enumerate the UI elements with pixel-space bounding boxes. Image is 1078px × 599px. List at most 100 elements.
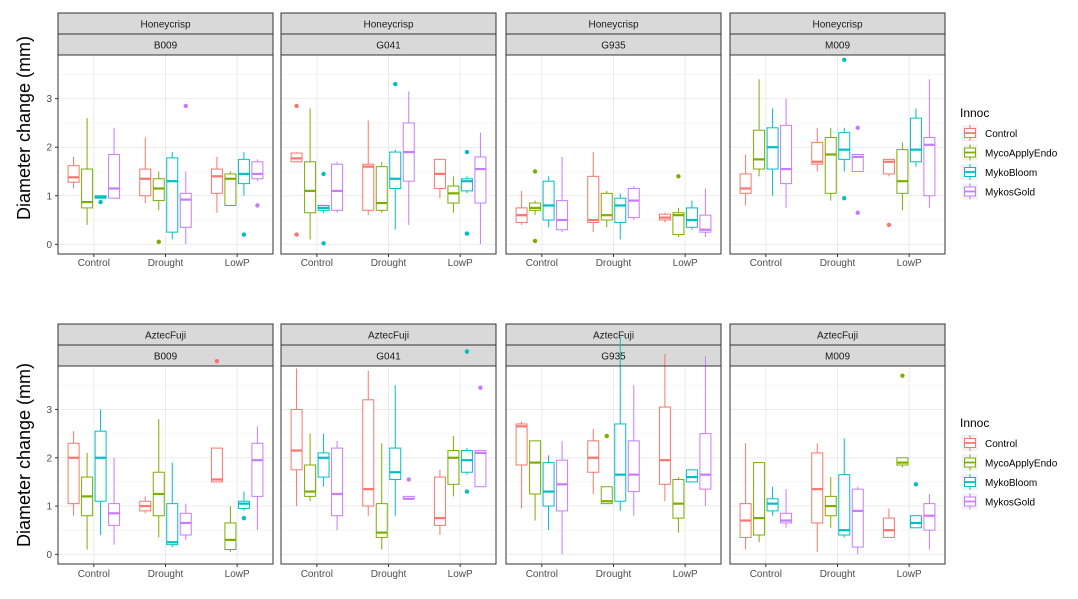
facet-strip-top-label: AztecFuji — [817, 331, 858, 342]
facet-strip-top-label: Honeycrisp — [812, 20, 862, 31]
box-lowp-mycoapplyendo — [224, 171, 237, 206]
panel-aztecfuji-m009: AztecFuji M009 Control Drought LowP — [729, 323, 946, 580]
facet-strip-bottom-label: B009 — [154, 352, 178, 363]
box-drought-mycoapplyendo — [152, 171, 165, 245]
x-tick-label: LowP — [225, 569, 250, 580]
box-iqr — [331, 163, 344, 211]
y-tick-label: 2 — [46, 453, 52, 464]
box-iqr — [627, 187, 640, 219]
box-drought-mykobloom — [166, 462, 179, 548]
x-tick-label: Drought — [371, 258, 407, 269]
box-iqr — [237, 158, 250, 185]
x-tick-label: Control — [78, 569, 110, 580]
panel-aztecfuji-g935: AztecFuji G935 Control Drought LowP — [505, 323, 722, 580]
box-drought-mycoapplyendo — [152, 419, 165, 538]
box-lowp-mykosgold — [474, 385, 487, 488]
box-drought-mykosgold — [179, 503, 192, 540]
x-tick-label: LowP — [897, 569, 922, 580]
box-control-mycoapplyendo — [81, 452, 94, 550]
facet-strip-bottom-label: B009 — [154, 41, 178, 52]
box-iqr — [896, 149, 909, 194]
box-iqr — [67, 165, 80, 183]
box-lowp-mykosgold — [699, 188, 712, 238]
box-control-mykobloom — [317, 171, 330, 246]
x-tick-label: LowP — [897, 258, 922, 269]
box-iqr — [685, 469, 698, 483]
x-tick-label: Control — [301, 258, 333, 269]
box-iqr — [362, 163, 375, 211]
box-control-mykobloom — [317, 433, 330, 487]
outlier-point — [604, 433, 609, 439]
box-iqr — [766, 498, 779, 512]
box-drought-mykosgold — [851, 125, 864, 215]
y-tick-label: 1 — [46, 502, 52, 513]
box-lowp-mycoapplyendo — [896, 373, 909, 468]
legend-item-mykosgold: MykosGold — [962, 183, 1035, 200]
box-control-mycoapplyendo — [529, 440, 542, 521]
outlier-point — [321, 171, 326, 177]
box-iqr — [362, 399, 375, 507]
outlier-point — [886, 222, 892, 228]
box-iqr — [699, 433, 712, 490]
box-iqr — [224, 173, 237, 206]
y-tick-label: 1 — [46, 191, 52, 202]
box-drought-mykobloom — [614, 193, 627, 240]
facet-strip-bottom-label: G041 — [376, 41, 401, 52]
legend: Innoc Control MycoApplyEndo MykoBloom MykosG… — [960, 416, 1058, 510]
box-iqr — [780, 124, 793, 185]
outlier-point — [98, 199, 103, 205]
box-drought-control — [587, 428, 600, 494]
outlier-point — [464, 489, 470, 494]
legend-item-label: MykoBloom — [985, 168, 1037, 179]
box-iqr — [587, 440, 600, 473]
box-drought-mykosgold — [179, 103, 192, 245]
outlier-point — [294, 103, 299, 109]
box-iqr — [460, 178, 473, 192]
box-lowp-mykosgold — [923, 79, 936, 208]
box-lowp-mycoapplyendo — [447, 436, 460, 497]
box-iqr — [753, 462, 766, 536]
box-control-mycoapplyendo — [753, 79, 766, 177]
box-iqr — [304, 161, 317, 214]
x-tick-label: Drought — [596, 569, 632, 580]
box-control-mykobloom — [94, 409, 107, 536]
box-lowp-mycoapplyendo — [672, 477, 685, 533]
outlier-point — [855, 210, 860, 215]
box-control-control — [67, 431, 80, 516]
box-iqr — [304, 464, 317, 497]
box-iqr — [614, 197, 627, 223]
box-control-mykosgold — [556, 156, 569, 233]
outlier-point — [464, 231, 470, 236]
outlier-point — [842, 57, 847, 63]
box-control-mykosgold — [780, 489, 793, 528]
box-iqr — [152, 178, 165, 202]
box-iqr — [290, 408, 303, 471]
box-control-mycoapplyendo — [304, 433, 317, 502]
x-tick-label: LowP — [673, 569, 698, 580]
box-iqr — [529, 440, 542, 495]
outlier-point — [842, 195, 847, 201]
box-lowp-mycoapplyendo — [447, 176, 460, 213]
x-tick-label: Drought — [148, 258, 184, 269]
box-iqr — [672, 478, 685, 519]
legend-item-mycoapplyendo: MycoApplyEndo — [962, 454, 1058, 471]
box-iqr — [685, 207, 698, 228]
box-drought-control — [362, 120, 375, 216]
box-iqr — [108, 503, 121, 526]
box-drought-control — [362, 370, 375, 516]
y-axis-title: Diameter change (mm) — [14, 36, 34, 220]
box-control-mykobloom — [766, 486, 779, 516]
box-lowp-mykosgold — [923, 493, 936, 550]
facet-strip-top-label: AztecFuji — [145, 331, 186, 342]
x-tick-label: Control — [526, 258, 558, 269]
facet-strip-top-label: Honeycrisp — [588, 20, 638, 31]
box-lowp-control — [658, 353, 671, 502]
legend-title: Innoc — [960, 416, 989, 430]
legend-item-mykobloom: MykoBloom — [962, 474, 1037, 490]
box-lowp-mykosgold — [474, 132, 487, 245]
box-control-control — [290, 103, 303, 237]
box-lowp-mykobloom — [909, 482, 922, 529]
box-iqr — [909, 117, 922, 163]
box-lowp-mykobloom — [685, 200, 698, 230]
box-drought-mykobloom — [838, 57, 851, 201]
